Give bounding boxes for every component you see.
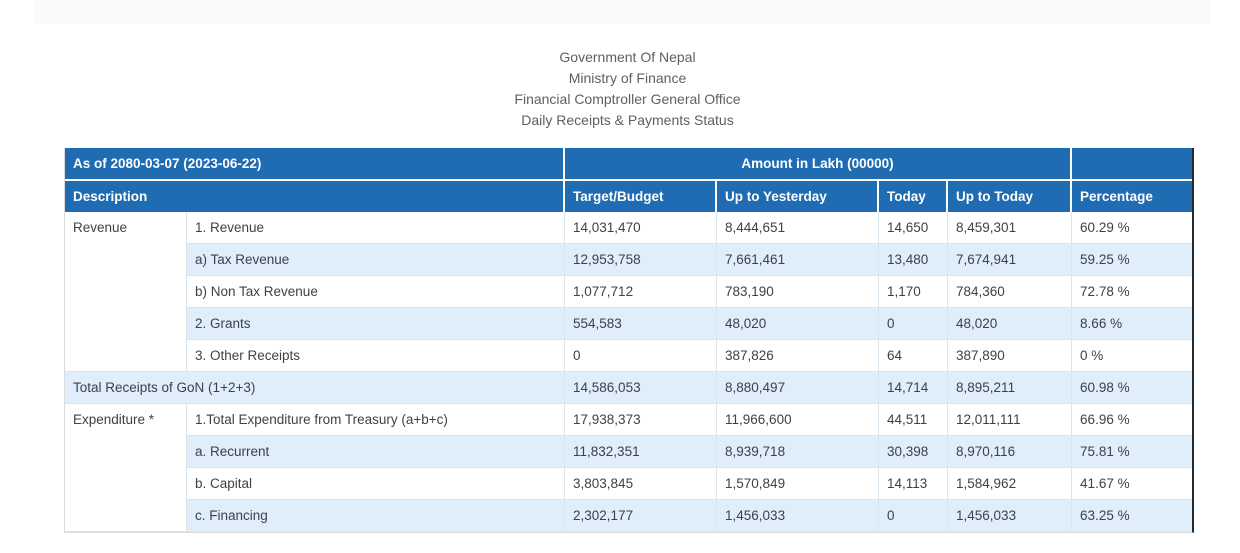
cell-today: 44,511 — [879, 404, 948, 436]
report-title: Daily Receipts & Payments Status — [64, 110, 1191, 131]
row-description: b. Capital — [187, 468, 565, 500]
cell-up-to-yesterday: 11,966,600 — [717, 404, 879, 436]
cell-up-to-today: 1,584,962 — [948, 468, 1072, 500]
cell-up-to-today: 7,674,941 — [948, 244, 1072, 276]
cell-target-budget: 12,953,758 — [565, 244, 717, 276]
header-row-top: As of 2080-03-07 (2023-06-22) Amount in … — [65, 148, 1192, 181]
row-description: a. Recurrent — [187, 436, 565, 468]
row-description: 1.Total Expenditure from Treasury (a+b+c… — [187, 404, 565, 436]
cell-up-to-yesterday: 387,826 — [717, 340, 879, 372]
cell-percentage: 0 % — [1072, 340, 1192, 372]
cell-today: 64 — [879, 340, 948, 372]
table-row: b) Non Tax Revenue1,077,712783,1901,1707… — [65, 276, 1192, 308]
daily-status-table: As of 2080-03-07 (2023-06-22) Amount in … — [65, 148, 1192, 532]
header-spacer-cell — [1072, 148, 1192, 181]
table-row: 3. Other Receipts0387,82664387,8900 % — [65, 340, 1192, 372]
row-description: a) Tax Revenue — [187, 244, 565, 276]
table-row: a. Recurrent11,832,3518,939,71830,3988,9… — [65, 436, 1192, 468]
cell-up-to-today: 1,456,033 — [948, 500, 1072, 532]
cell-percentage: 63.25 % — [1072, 500, 1192, 532]
amount-unit-header: Amount in Lakh (00000) — [565, 148, 1072, 181]
cell-target-budget: 1,077,712 — [565, 276, 717, 308]
col-header-up-to-today: Up to Today — [948, 181, 1072, 212]
cell-target-budget: 0 — [565, 340, 717, 372]
cell-target-budget: 2,302,177 — [565, 500, 717, 532]
row-description: 2. Grants — [187, 308, 565, 340]
cell-percentage: 72.78 % — [1072, 276, 1192, 308]
cell-today: 14,113 — [879, 468, 948, 500]
cell-up-to-today: 784,360 — [948, 276, 1072, 308]
table-head: As of 2080-03-07 (2023-06-22) Amount in … — [65, 148, 1192, 212]
header-row-columns: Description Target/Budget Up to Yesterda… — [65, 181, 1192, 212]
cell-up-to-yesterday: 7,661,461 — [717, 244, 879, 276]
cell-percentage: 66.96 % — [1072, 404, 1192, 436]
cell-up-to-today: 12,011,111 — [948, 404, 1072, 436]
cell-up-to-yesterday: 8,939,718 — [717, 436, 879, 468]
page-content: Government Of Nepal Ministry of Finance … — [64, 47, 1191, 533]
cell-up-to-yesterday: 8,444,651 — [717, 212, 879, 244]
cell-target-budget: 17,938,373 — [565, 404, 717, 436]
col-header-target-budget: Target/Budget — [565, 181, 717, 212]
cell-up-to-today: 387,890 — [948, 340, 1072, 372]
cell-up-to-today: 8,970,116 — [948, 436, 1072, 468]
cell-up-to-today: 8,459,301 — [948, 212, 1072, 244]
cell-target-budget: 3,803,845 — [565, 468, 717, 500]
cell-target-budget: 11,832,351 — [565, 436, 717, 468]
table-row: a) Tax Revenue12,953,7587,661,46113,4807… — [65, 244, 1192, 276]
cell-up-to-yesterday: 1,570,849 — [717, 468, 879, 500]
org-header-line-office: Financial Comptroller General Office — [64, 89, 1191, 110]
cell-today: 30,398 — [879, 436, 948, 468]
cell-today: 14,714 — [879, 372, 948, 404]
table-row: b. Capital3,803,8451,570,84914,1131,584,… — [65, 468, 1192, 500]
table-row: Total Receipts of GoN (1+2+3)14,586,0538… — [65, 372, 1192, 404]
cell-up-to-today: 8,895,211 — [948, 372, 1072, 404]
cell-percentage: 60.29 % — [1072, 212, 1192, 244]
cell-percentage: 59.25 % — [1072, 244, 1192, 276]
row-description: 1. Revenue — [187, 212, 565, 244]
cell-percentage: 41.67 % — [1072, 468, 1192, 500]
table-row: c. Financing2,302,1771,456,03301,456,033… — [65, 500, 1192, 532]
top-bar — [34, 0, 1211, 24]
cell-today: 0 — [879, 500, 948, 532]
row-description: b) Non Tax Revenue — [187, 276, 565, 308]
row-group-label: Expenditure * — [65, 404, 187, 532]
cell-percentage: 75.81 % — [1072, 436, 1192, 468]
cell-up-to-today: 48,020 — [948, 308, 1072, 340]
cell-up-to-yesterday: 783,190 — [717, 276, 879, 308]
as-of-date-header: As of 2080-03-07 (2023-06-22) — [65, 148, 565, 181]
cell-up-to-yesterday: 1,456,033 — [717, 500, 879, 532]
cell-percentage: 8.66 % — [1072, 308, 1192, 340]
cell-target-budget: 554,583 — [565, 308, 717, 340]
cell-up-to-yesterday: 48,020 — [717, 308, 879, 340]
org-header: Government Of Nepal Ministry of Finance … — [64, 47, 1191, 131]
cell-target-budget: 14,031,470 — [565, 212, 717, 244]
table-row: Revenue1. Revenue14,031,4708,444,65114,6… — [65, 212, 1192, 244]
table-body: Revenue1. Revenue14,031,4708,444,65114,6… — [65, 212, 1192, 532]
col-header-percentage: Percentage — [1072, 181, 1192, 212]
col-header-today: Today — [879, 181, 948, 212]
report-table-wrap: As of 2080-03-07 (2023-06-22) Amount in … — [64, 148, 1194, 533]
cell-today: 13,480 — [879, 244, 948, 276]
col-header-description: Description — [65, 181, 565, 212]
row-total-label: Total Receipts of GoN (1+2+3) — [65, 372, 565, 404]
table-row: 2. Grants554,58348,020048,0208.66 % — [65, 308, 1192, 340]
row-description: 3. Other Receipts — [187, 340, 565, 372]
cell-today: 14,650 — [879, 212, 948, 244]
row-description: c. Financing — [187, 500, 565, 532]
org-header-line-government: Government Of Nepal — [64, 47, 1191, 68]
table-row: Expenditure *1.Total Expenditure from Tr… — [65, 404, 1192, 436]
cell-target-budget: 14,586,053 — [565, 372, 717, 404]
cell-percentage: 60.98 % — [1072, 372, 1192, 404]
col-header-up-to-yesterday: Up to Yesterday — [717, 181, 879, 212]
org-header-line-ministry: Ministry of Finance — [64, 68, 1191, 89]
cell-today: 1,170 — [879, 276, 948, 308]
cell-today: 0 — [879, 308, 948, 340]
row-group-label: Revenue — [65, 212, 187, 372]
cell-up-to-yesterday: 8,880,497 — [717, 372, 879, 404]
